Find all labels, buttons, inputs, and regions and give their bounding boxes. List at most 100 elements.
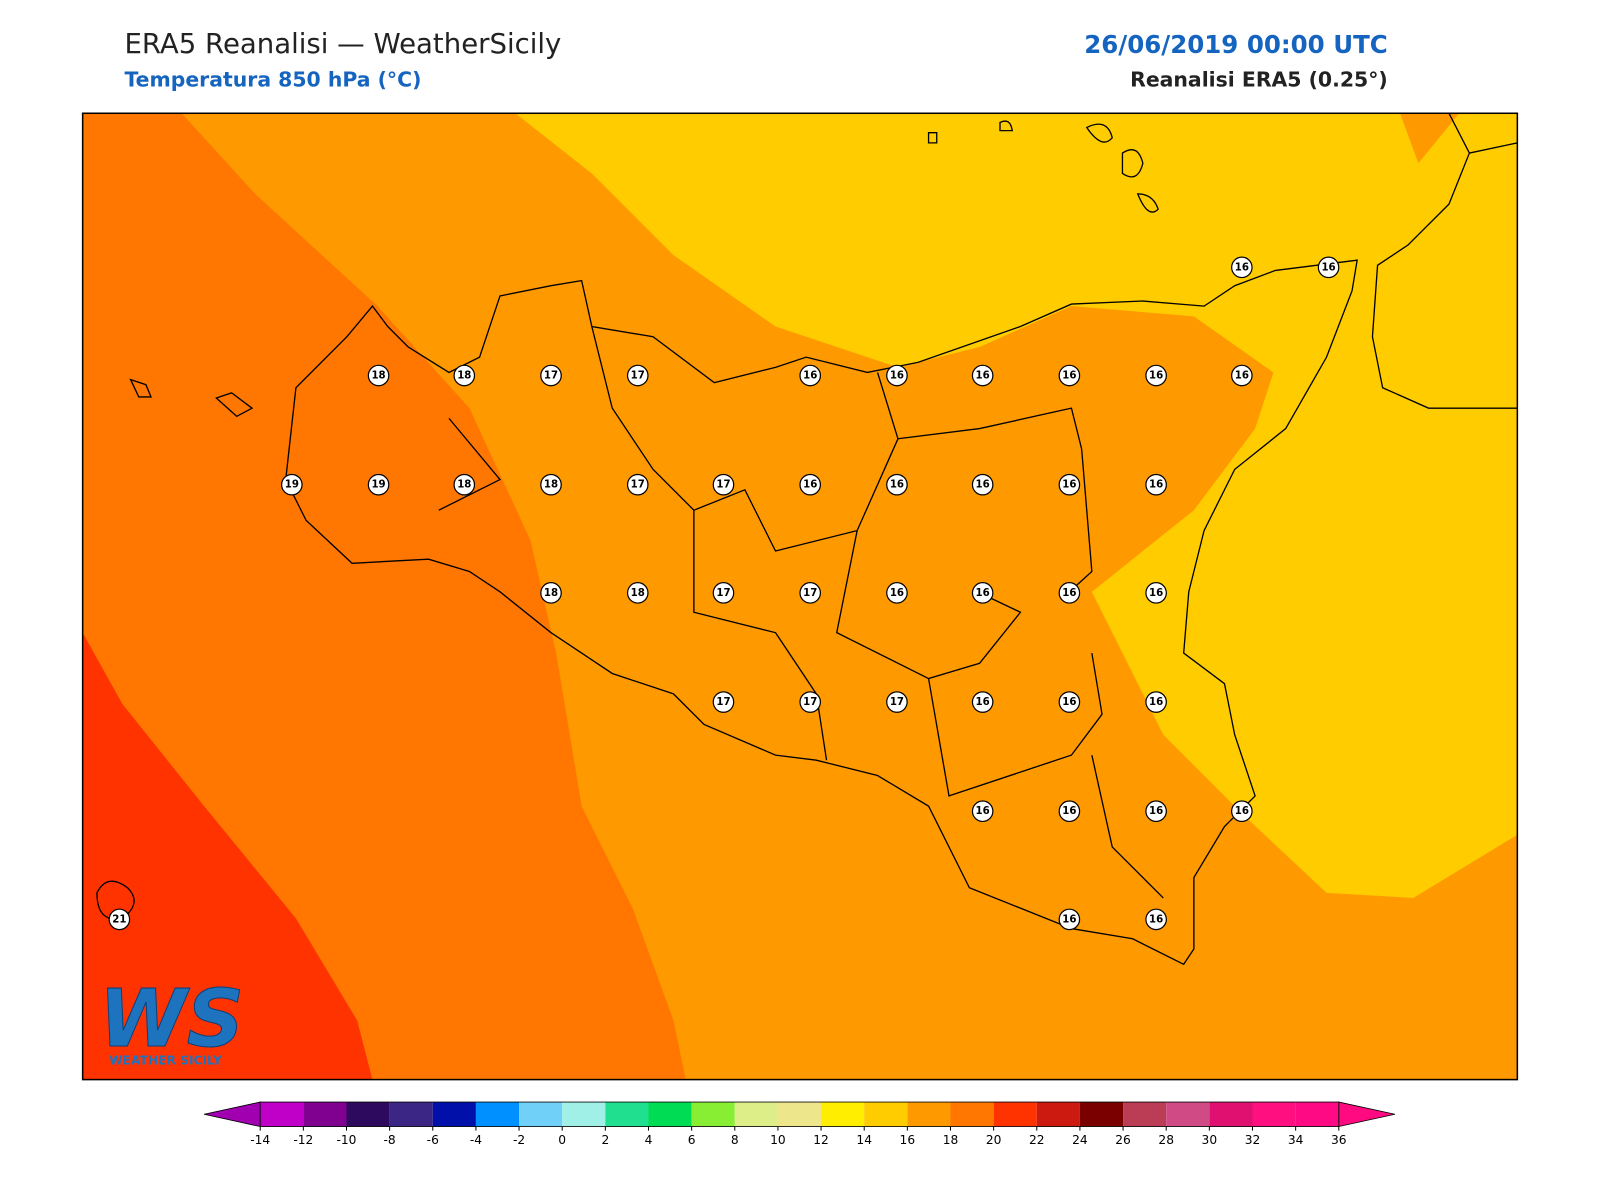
map-frame <box>81 112 1519 1081</box>
station-value: 16 <box>1149 914 1163 925</box>
colorbar-tick-label: 22 <box>1029 1133 1045 1147</box>
field-16-18 <box>1400 113 1460 164</box>
station-marker <box>1058 691 1081 713</box>
station-value: 16 <box>1062 480 1076 491</box>
station-value: 16 <box>1149 697 1163 708</box>
colorbar-tick-label: 2 <box>601 1133 609 1147</box>
colorbar-tick-label: 4 <box>645 1133 653 1147</box>
station-value: 16 <box>1321 262 1335 273</box>
colorbar-tick-label: 0 <box>558 1133 566 1147</box>
station-value: 18 <box>631 588 645 599</box>
station-value: 17 <box>716 588 730 599</box>
colorbar-box <box>260 1102 304 1127</box>
colorbar-extend-high <box>1338 1101 1395 1128</box>
station-value: 16 <box>976 480 990 491</box>
station-value: 16 <box>890 588 904 599</box>
colorbar-outline <box>259 1101 1340 1127</box>
colorbar-box <box>648 1102 692 1127</box>
field-20-22 <box>82 632 373 1080</box>
station-marker <box>1145 800 1167 823</box>
province-borders <box>438 326 1164 899</box>
colorbar-tick-label: -14 <box>250 1133 270 1147</box>
station-value: 17 <box>631 480 645 491</box>
station-marker <box>799 473 822 496</box>
colorbar-box <box>821 1102 865 1127</box>
station-value: 16 <box>890 480 904 491</box>
station-value: 16 <box>1149 480 1163 491</box>
colorbar-tick-label: 36 <box>1331 1133 1347 1147</box>
colorbar-box <box>907 1102 951 1127</box>
colorbar-tick-label: 34 <box>1288 1133 1304 1147</box>
station-value: 17 <box>716 480 730 491</box>
colorbar-box <box>777 1102 822 1127</box>
station-value: 17 <box>803 588 817 599</box>
station-marker <box>1231 800 1253 823</box>
colorbar-tick-label: -12 <box>293 1133 313 1147</box>
station-value: 17 <box>803 697 817 708</box>
station-marker <box>453 364 476 387</box>
station-marker <box>540 582 562 604</box>
station-marker <box>1231 256 1253 279</box>
colorbar-box <box>1252 1102 1296 1127</box>
logo: WS WEATHER SICILY <box>98 971 244 1067</box>
station-marker <box>712 582 735 604</box>
station-marker <box>971 691 994 713</box>
station-value: 17 <box>631 371 645 382</box>
station-marker <box>453 473 476 496</box>
colorbar-box <box>432 1102 476 1127</box>
subtitle: Temperatura 850 hPa (°C) <box>124 68 421 92</box>
colorbar-box <box>346 1102 390 1127</box>
station-value: 16 <box>1149 806 1163 817</box>
station-marker <box>367 364 390 387</box>
colorbar-tick-label: 28 <box>1158 1133 1174 1147</box>
station-marker <box>886 473 908 496</box>
station-value: 16 <box>803 480 817 491</box>
station-value: 19 <box>285 480 299 491</box>
station-value: 18 <box>544 480 558 491</box>
station-marker <box>281 473 303 496</box>
station-value: 16 <box>1149 588 1163 599</box>
logo-mark: WS <box>99 972 244 1065</box>
colorbar-tick-label: 14 <box>856 1133 872 1147</box>
station-marker <box>108 908 131 931</box>
colorbar-box <box>1036 1102 1080 1127</box>
station-value: 17 <box>716 697 730 708</box>
colorbar-tick-label: 16 <box>900 1133 916 1147</box>
colorbar-tick-label: -10 <box>336 1133 356 1147</box>
logo-caption: WEATHER SICILY <box>109 1053 222 1067</box>
station-value: 18 <box>457 371 471 382</box>
station-value: 16 <box>1235 806 1249 817</box>
station-value: 19 <box>371 480 385 491</box>
station-marker <box>799 364 822 387</box>
colorbar-box <box>950 1102 994 1127</box>
station-value: 16 <box>976 806 990 817</box>
colorbar-box <box>519 1102 563 1127</box>
station-value: 17 <box>544 371 558 382</box>
station-marker <box>886 582 908 604</box>
station-marker <box>1058 908 1081 931</box>
colorbar-box <box>1079 1102 1124 1127</box>
colorbar-extend-low <box>203 1101 261 1128</box>
contour-fields <box>82 113 1518 1080</box>
station-value: 16 <box>976 371 990 382</box>
station-marker <box>1317 256 1340 279</box>
colorbar-tick-label: -8 <box>384 1133 396 1147</box>
station-value: 16 <box>1149 371 1163 382</box>
colorbar-tick-label: 18 <box>943 1133 959 1147</box>
colorbar-tick-label: -6 <box>427 1133 439 1147</box>
station-value: 18 <box>544 588 558 599</box>
station-marker <box>626 364 649 387</box>
station-value: 16 <box>1062 697 1076 708</box>
colorbar-tick-label: 8 <box>731 1133 739 1147</box>
colorbar-box <box>734 1102 778 1127</box>
station-marker <box>799 691 822 713</box>
station-value: 16 <box>1062 588 1076 599</box>
colorbar-tick-label: 30 <box>1202 1133 1218 1147</box>
station-marker <box>1145 691 1167 713</box>
station-marker <box>799 582 822 604</box>
station-marker <box>886 691 908 713</box>
station-value: 16 <box>803 371 817 382</box>
colorbar-box <box>993 1102 1037 1127</box>
